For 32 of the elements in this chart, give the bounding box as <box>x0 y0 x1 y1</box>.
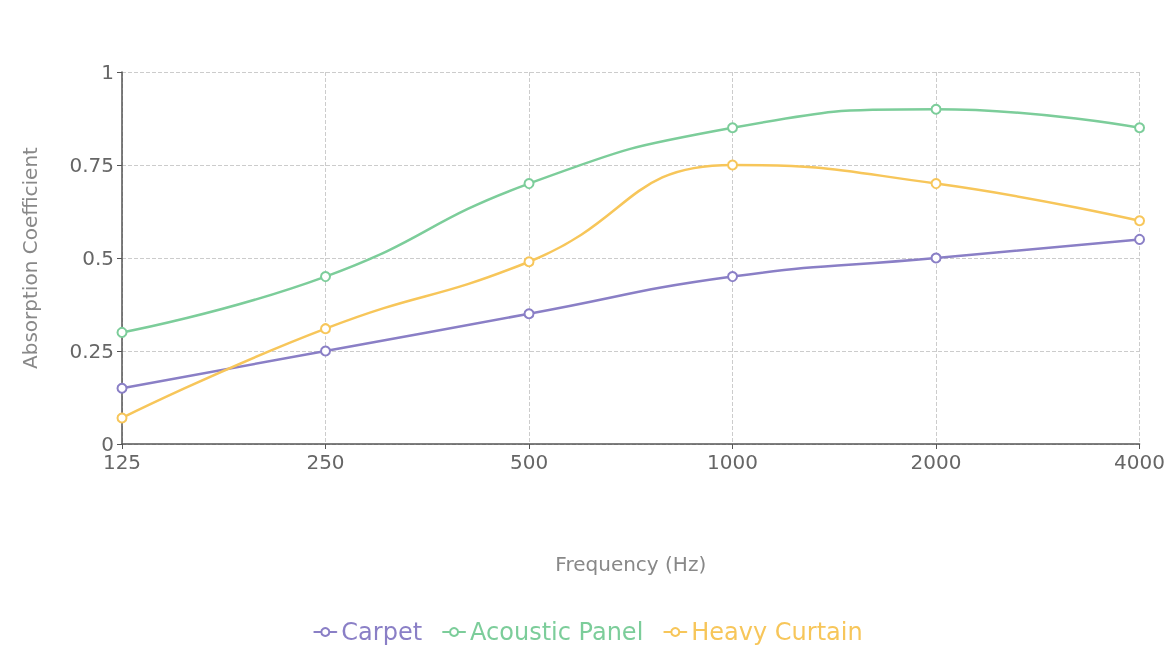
x-tick-label: 500 <box>509 450 549 474</box>
x-axis-title: Frequency (Hz) <box>555 552 707 576</box>
point <box>1134 233 1146 245</box>
point <box>930 252 942 264</box>
x-tick-label: 4000 <box>1114 450 1165 474</box>
legend-label: Carpet <box>341 618 423 646</box>
point <box>320 271 332 283</box>
x-tick-label: 1000 <box>707 450 758 474</box>
x-tick-label: 250 <box>306 450 345 474</box>
point <box>1134 215 1146 227</box>
point <box>727 122 739 134</box>
point <box>523 308 535 320</box>
point <box>523 178 535 190</box>
y-tick-label: 0.75 <box>69 153 114 177</box>
point <box>116 382 128 394</box>
point <box>930 178 942 190</box>
point <box>320 323 332 335</box>
point <box>116 326 128 338</box>
y-tick-label: 1 <box>101 60 114 84</box>
x-tick-label: 2000 <box>910 450 962 474</box>
point <box>930 103 942 115</box>
point <box>727 159 739 171</box>
legend-label: Acoustic Panel <box>470 618 644 646</box>
y-tick-label: 0.25 <box>69 339 114 363</box>
point <box>116 412 128 424</box>
y-axis-title: Absorption Coefficient <box>18 146 42 369</box>
point <box>1134 122 1146 134</box>
legend-label: Heavy Curtain <box>691 618 863 646</box>
point <box>523 256 535 268</box>
point <box>727 271 739 283</box>
y-tick-label: 0.5 <box>82 246 114 270</box>
point <box>320 345 332 357</box>
